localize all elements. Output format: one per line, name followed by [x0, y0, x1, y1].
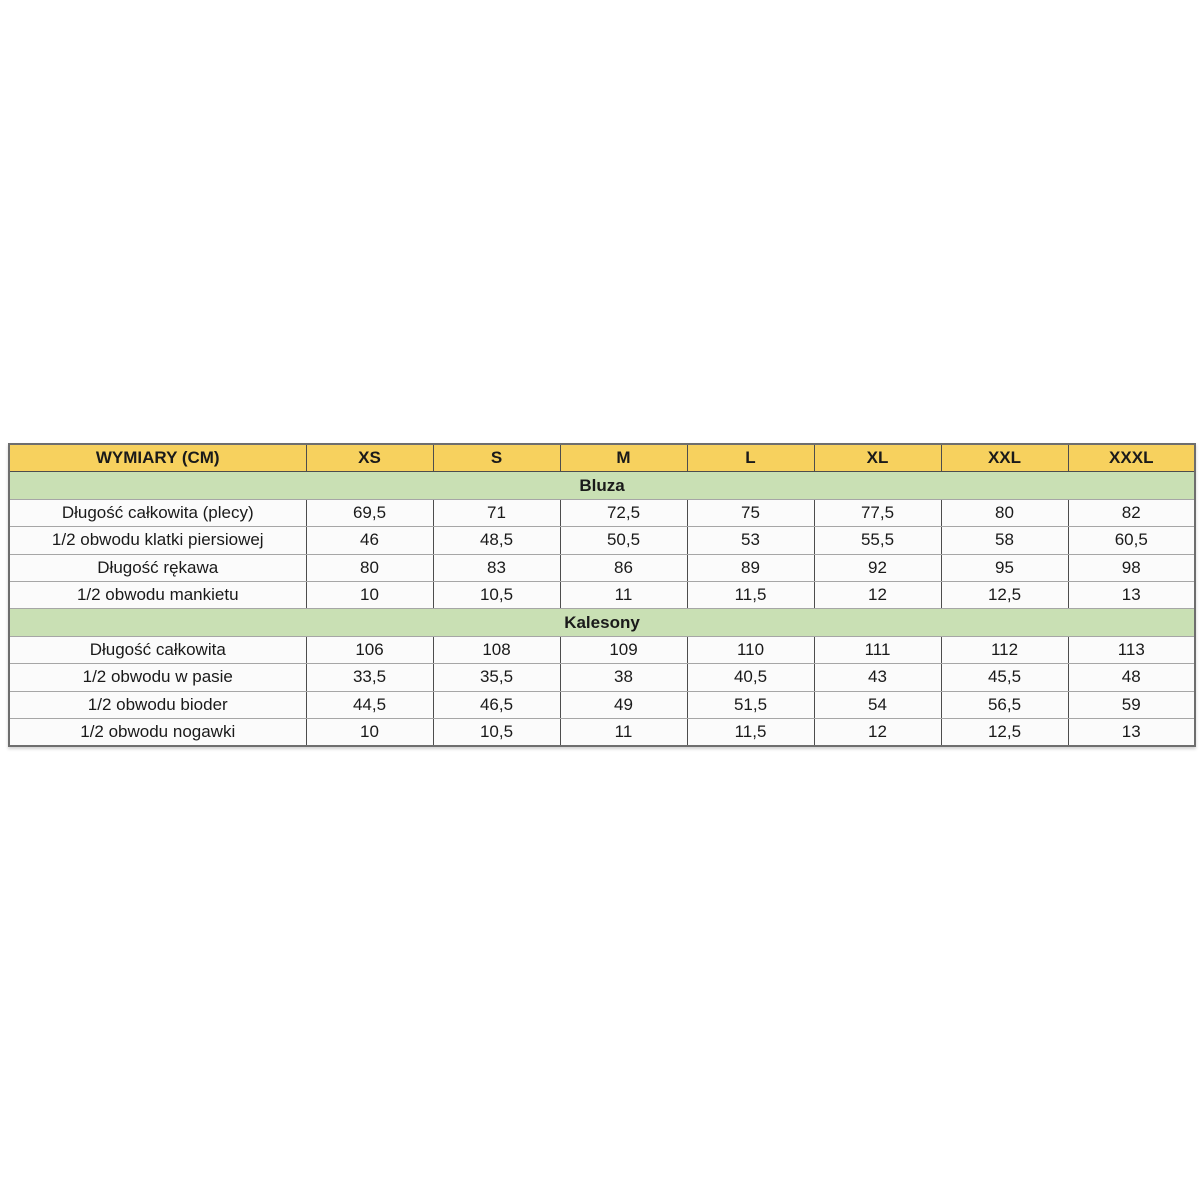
cell-value: 10 — [305, 580, 434, 610]
header-size-xs: XS — [305, 444, 434, 473]
cell-value: 106 — [305, 635, 434, 665]
cell-value: 38 — [559, 663, 688, 692]
table-row: Długość całkowita 106 108 109 110 111 11… — [8, 635, 1196, 665]
header-size-xl: XL — [813, 444, 942, 473]
cell-value: 55,5 — [813, 526, 942, 555]
row-label: Długość całkowita — [8, 635, 307, 665]
table-row: Długość całkowita (plecy) 69,5 71 72,5 7… — [8, 498, 1196, 528]
cell-value: 80 — [305, 553, 434, 582]
cell-value: 80 — [940, 498, 1069, 528]
table-row: 1/2 obwodu klatki piersiowej 46 48,5 50,… — [8, 526, 1196, 555]
cell-value: 112 — [940, 635, 1069, 665]
table-row: 1/2 obwodu mankietu 10 10,5 11 11,5 12 1… — [8, 580, 1196, 610]
row-label: 1/2 obwodu nogawki — [8, 717, 307, 747]
header-size-xxxl: XXXL — [1067, 444, 1196, 473]
cell-value: 111 — [813, 635, 942, 665]
cell-value: 77,5 — [813, 498, 942, 528]
section-row-bluza: Bluza — [9, 471, 1195, 500]
cell-value: 12,5 — [940, 580, 1069, 610]
cell-value: 53 — [686, 526, 815, 555]
cell-value: 49 — [559, 690, 688, 719]
cell-value: 10,5 — [432, 717, 561, 747]
cell-value: 109 — [559, 635, 688, 665]
table-row: 1/2 obwodu w pasie 33,5 35,5 38 40,5 43 … — [8, 663, 1196, 692]
cell-value: 54 — [813, 690, 942, 719]
table-row: Długość rękawa 80 83 86 89 92 95 98 — [8, 553, 1196, 582]
cell-value: 83 — [432, 553, 561, 582]
cell-value: 11,5 — [686, 717, 815, 747]
row-label: 1/2 obwodu w pasie — [8, 663, 307, 692]
cell-value: 86 — [559, 553, 688, 582]
cell-value: 89 — [686, 553, 815, 582]
row-label: 1/2 obwodu klatki piersiowej — [8, 526, 307, 555]
cell-value: 12 — [813, 717, 942, 747]
header-size-l: L — [686, 444, 815, 473]
cell-value: 75 — [686, 498, 815, 528]
cell-value: 98 — [1067, 553, 1196, 582]
cell-value: 13 — [1067, 717, 1196, 747]
section-title-bluza: Bluza — [9, 471, 1195, 500]
header-size-xxl: XXL — [940, 444, 1069, 473]
cell-value: 48 — [1067, 663, 1196, 692]
table-row: 1/2 obwodu bioder 44,5 46,5 49 51,5 54 5… — [8, 690, 1196, 719]
size-chart-table: WYMIARY (CM) XS S M L XL XXL XXXL Bluza … — [8, 443, 1196, 748]
cell-value: 71 — [432, 498, 561, 528]
cell-value: 82 — [1067, 498, 1196, 528]
cell-value: 108 — [432, 635, 561, 665]
cell-value: 11 — [559, 717, 688, 747]
cell-value: 43 — [813, 663, 942, 692]
cell-value: 10,5 — [432, 580, 561, 610]
header-dimensions-label: WYMIARY (CM) — [8, 444, 307, 473]
cell-value: 72,5 — [559, 498, 688, 528]
cell-value: 51,5 — [686, 690, 815, 719]
row-label: Długość całkowita (plecy) — [8, 498, 307, 528]
row-label: 1/2 obwodu bioder — [8, 690, 307, 719]
cell-value: 44,5 — [305, 690, 434, 719]
header-row: WYMIARY (CM) XS S M L XL XXL XXXL — [8, 444, 1196, 473]
cell-value: 33,5 — [305, 663, 434, 692]
header-size-m: M — [559, 444, 688, 473]
cell-value: 12 — [813, 580, 942, 610]
cell-value: 12,5 — [940, 717, 1069, 747]
cell-value: 59 — [1067, 690, 1196, 719]
cell-value: 92 — [813, 553, 942, 582]
cell-value: 10 — [305, 717, 434, 747]
cell-value: 60,5 — [1067, 526, 1196, 555]
cell-value: 113 — [1067, 635, 1196, 665]
section-title-kalesony: Kalesony — [9, 608, 1195, 637]
cell-value: 50,5 — [559, 526, 688, 555]
section-row-kalesony: Kalesony — [9, 608, 1195, 637]
cell-value: 40,5 — [686, 663, 815, 692]
cell-value: 35,5 — [432, 663, 561, 692]
cell-value: 48,5 — [432, 526, 561, 555]
cell-value: 11 — [559, 580, 688, 610]
cell-value: 46,5 — [432, 690, 561, 719]
row-label: Długość rękawa — [8, 553, 307, 582]
cell-value: 45,5 — [940, 663, 1069, 692]
cell-value: 69,5 — [305, 498, 434, 528]
cell-value: 11,5 — [686, 580, 815, 610]
table-row: 1/2 obwodu nogawki 10 10,5 11 11,5 12 12… — [8, 717, 1196, 747]
row-label: 1/2 obwodu mankietu — [8, 580, 307, 610]
cell-value: 58 — [940, 526, 1069, 555]
cell-value: 46 — [305, 526, 434, 555]
cell-value: 110 — [686, 635, 815, 665]
cell-value: 13 — [1067, 580, 1196, 610]
header-size-s: S — [432, 444, 561, 473]
cell-value: 95 — [940, 553, 1069, 582]
cell-value: 56,5 — [940, 690, 1069, 719]
